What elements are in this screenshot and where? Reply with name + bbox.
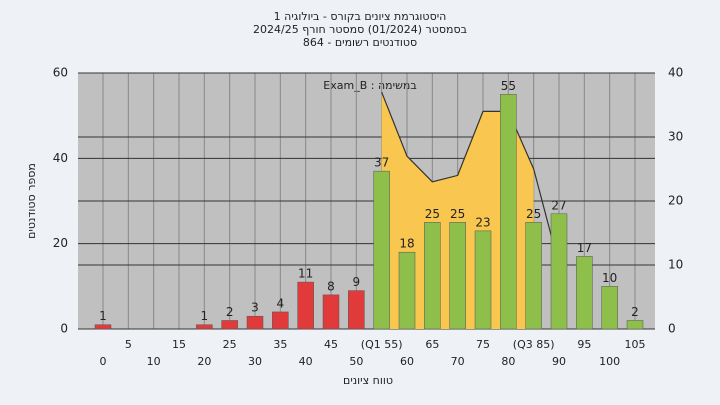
x-tick-label: (Q3 85): [513, 338, 555, 351]
value-label: 27: [551, 198, 566, 212]
y-tick-label: 60: [53, 66, 68, 80]
y2-tick-label: 10: [668, 258, 683, 272]
area: [381, 92, 534, 329]
bar: [601, 286, 618, 330]
x-tick-label: 25: [223, 338, 237, 351]
value-label: 23: [475, 215, 490, 229]
bar: [246, 315, 264, 330]
x-tick-label: (Q1 55): [361, 338, 403, 351]
bar: [196, 324, 213, 330]
value-label: 11: [298, 267, 313, 281]
bar: [424, 222, 441, 330]
line: [381, 91, 560, 266]
value-label: 55: [501, 79, 516, 93]
bar: [525, 222, 542, 330]
value-label: 10: [602, 271, 617, 285]
x-tick-label: 65: [425, 338, 439, 351]
bar: [297, 281, 314, 330]
bar: [550, 213, 568, 330]
x-axis-label: טווח ציונים: [343, 374, 393, 387]
y2-tick-label: 40: [668, 66, 683, 80]
x-tick-label: 80: [501, 355, 515, 368]
y-axis-label: מספר סטודנטים: [25, 163, 38, 239]
bar: [94, 324, 112, 330]
value-label: 1: [201, 309, 209, 323]
value-label: 1: [99, 309, 107, 323]
value-label: 25: [450, 207, 465, 221]
x-tick-label: 60: [400, 355, 414, 368]
bar: [576, 256, 593, 330]
x-tick-label: 10: [147, 355, 161, 368]
bar: [500, 94, 517, 330]
annotation: Exam_B : במשימה: [323, 79, 416, 92]
x-tick-label: 75: [476, 338, 490, 351]
bar: [398, 251, 416, 330]
x-tick-label: 45: [324, 338, 338, 351]
value-label: 25: [526, 207, 541, 221]
chart-title: היסטוגרמת ציונים בקורס - ביולוגיה 1: [274, 10, 447, 23]
x-tick-label: 105: [625, 338, 646, 351]
value-label: 17: [577, 241, 592, 255]
chart-subtitle: בסמסטר (01/2024) סמסטר חורף 2024/25: [253, 23, 467, 36]
value-label: 18: [399, 237, 414, 251]
bar: [474, 230, 492, 330]
y-tick-label: 0: [60, 322, 68, 336]
value-label: 2: [631, 305, 639, 319]
value-label: 37: [374, 156, 389, 170]
value-label: 3: [251, 301, 259, 315]
bar: [221, 320, 238, 330]
bar: [449, 222, 466, 330]
x-tick-label: 20: [197, 355, 211, 368]
bar: [322, 294, 340, 330]
x-tick-label: 35: [273, 338, 287, 351]
y2-tick-label: 20: [668, 194, 683, 208]
value-label: 8: [327, 279, 335, 293]
bar: [373, 170, 390, 330]
y-tick-label: 20: [53, 236, 68, 250]
x-tick-label: 100: [599, 355, 620, 368]
x-tick-label: 95: [577, 338, 591, 351]
x-tick-label: 30: [248, 355, 262, 368]
bar: [348, 290, 365, 330]
value-label: 25: [425, 207, 440, 221]
x-tick-label: 0: [100, 355, 107, 368]
bar: [272, 311, 289, 330]
chart-subtitle: סטודנטים רשומים - 864: [303, 36, 417, 49]
bar: [626, 320, 644, 330]
x-tick-label: 50: [349, 355, 363, 368]
y-tick-label: 40: [53, 151, 68, 165]
y2-tick-label: 0: [668, 322, 676, 336]
x-tick-label: 40: [299, 355, 313, 368]
x-tick-label: 70: [451, 355, 465, 368]
value-label: 9: [353, 275, 361, 289]
value-label: 4: [277, 296, 285, 310]
value-label: 2: [226, 305, 234, 319]
x-tick-label: 5: [125, 338, 132, 351]
x-tick-label: 90: [552, 355, 566, 368]
y2-tick-label: 30: [668, 130, 683, 144]
x-tick-label: 15: [172, 338, 186, 351]
